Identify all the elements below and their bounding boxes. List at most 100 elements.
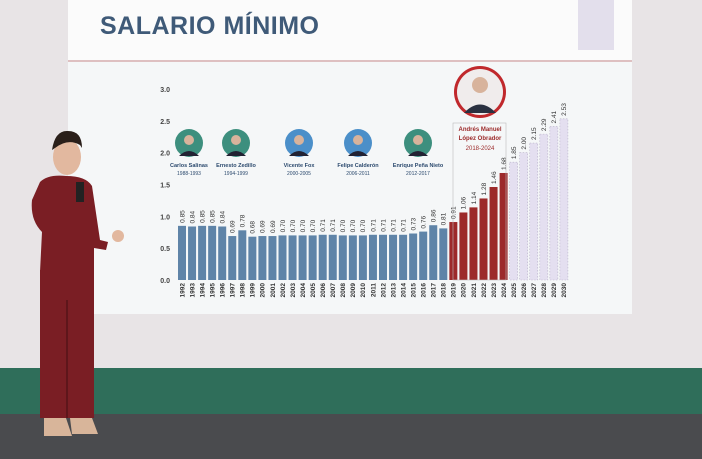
x-tick-label: 1993 xyxy=(189,283,196,298)
bar-2026 xyxy=(519,152,529,281)
president-4: Enrique Peña Nieto 2012-2017 xyxy=(393,129,444,177)
presenter xyxy=(31,130,124,436)
x-tick-label: 2024 xyxy=(501,283,508,298)
bar-2014 xyxy=(399,234,408,280)
bar-1992 xyxy=(178,225,186,280)
value-label: 2.15 xyxy=(531,127,538,140)
president-1: Ernesto Zedillo 1994-1999 xyxy=(216,129,257,177)
x-tick-label: 2022 xyxy=(481,283,488,298)
bar-2029 xyxy=(549,126,559,281)
value-label: 0.70 xyxy=(300,219,307,232)
x-tick-label: 2019 xyxy=(451,283,458,298)
bar-2028 xyxy=(539,133,549,281)
value-label: 1.06 xyxy=(461,196,468,209)
bar-2015 xyxy=(409,233,418,280)
x-tick-label: 1997 xyxy=(230,283,237,298)
value-label: 0.70 xyxy=(360,219,367,232)
x-tick-label: 2004 xyxy=(300,283,307,298)
y-tick-label: 2.5 xyxy=(160,119,170,126)
value-label: 1.28 xyxy=(481,182,488,195)
y-tick-label: 0.5 xyxy=(160,246,170,253)
bar-2023 xyxy=(489,186,498,280)
value-label: 0.70 xyxy=(310,219,317,232)
x-tick-label: 2027 xyxy=(531,283,538,298)
x-tick-label: 1998 xyxy=(240,283,247,298)
value-labels: 0.85 0.84 0.85 0.85 0.840.69 0.780.68 0.69 0.69… xyxy=(179,103,568,234)
president-amlo: Andrés Manuel López Obrador 2018-2024 xyxy=(452,66,507,281)
value-label: 1.14 xyxy=(471,191,478,204)
bar-1994 xyxy=(198,225,207,280)
x-tick-label: 1992 xyxy=(179,283,186,298)
x-tick-label: 2006 xyxy=(320,283,327,298)
x-tick-label: 2012 xyxy=(380,283,387,298)
value-label: 0.85 xyxy=(179,210,186,223)
bar-2022 xyxy=(479,198,488,280)
value-label: 0.84 xyxy=(189,210,196,223)
president-term: 1994-1999 xyxy=(224,171,248,177)
bar-2030 xyxy=(559,118,569,281)
bar-1996 xyxy=(218,226,227,280)
y-tick-label: 1.5 xyxy=(160,182,170,189)
president-term: 2000-2005 xyxy=(287,171,311,177)
bar-2027 xyxy=(529,142,539,281)
president-term: 2012-2017 xyxy=(406,171,430,177)
x-tick-label: 2014 xyxy=(400,283,407,298)
x-tick-label: 2008 xyxy=(340,283,347,298)
green-strip xyxy=(0,368,702,416)
value-label: 0.70 xyxy=(290,219,297,232)
y-tick-label: 1.0 xyxy=(160,214,170,221)
x-tick-label: 2023 xyxy=(491,283,498,298)
value-label: 0.68 xyxy=(250,221,257,234)
bar-2004 xyxy=(298,235,307,280)
president-name: Carlos Salinas xyxy=(170,163,208,169)
slide-title: SALARIO MÍNIMO xyxy=(100,12,320,40)
president-2: Vicente Fox 2000-2005 xyxy=(284,129,315,177)
x-tick-label: 2003 xyxy=(290,283,297,298)
x-tick-label: 2011 xyxy=(370,283,377,297)
value-label: 0.70 xyxy=(350,219,357,232)
president-term: 2018-2024 xyxy=(466,146,495,152)
x-tick-label: 2029 xyxy=(551,283,558,298)
value-label: 0.76 xyxy=(421,216,428,229)
president-name: Ernesto Zedillo xyxy=(216,163,256,169)
bar-2016 xyxy=(419,231,428,280)
president-name: Andrés Manuel xyxy=(458,127,501,133)
bar-2002 xyxy=(278,235,287,280)
bar-2006 xyxy=(318,234,327,280)
x-tick-label: 2013 xyxy=(390,283,397,298)
value-label: 0.69 xyxy=(270,220,277,233)
x-tick-label: 2009 xyxy=(350,283,357,298)
bar-2003 xyxy=(288,235,297,280)
value-label: 2.41 xyxy=(551,110,558,123)
bar-2009 xyxy=(348,235,357,280)
value-label: 0.70 xyxy=(280,219,287,232)
x-tick-label: 1999 xyxy=(250,283,257,298)
bar-2011 xyxy=(368,234,377,280)
slide-header xyxy=(68,0,632,60)
president-3: Felipe Calderón 2006-2011 xyxy=(337,129,379,177)
president-name: Enrique Peña Nieto xyxy=(393,163,444,169)
bar-2000 xyxy=(258,236,267,280)
bar-2001 xyxy=(268,236,277,280)
decorative-ornament xyxy=(578,0,614,50)
bar-2005 xyxy=(308,235,317,280)
value-label: 1.46 xyxy=(491,171,498,184)
value-label: 1.68 xyxy=(501,157,508,170)
value-label: 0.70 xyxy=(340,219,347,232)
y-axis: 0.0 0.5 1.0 1.5 2.0 2.5 3.0 xyxy=(160,87,170,285)
bar-2021 xyxy=(469,207,478,280)
president-name: Felipe Calderón xyxy=(337,163,379,169)
value-label: 0.69 xyxy=(230,220,237,233)
x-tick-label: 2010 xyxy=(360,283,367,298)
x-tick-label: 2005 xyxy=(310,283,317,298)
bars xyxy=(178,118,569,281)
presidents: Carlos Salinas 1988-1993 Ernesto Zedillo 19… xyxy=(170,66,507,281)
x-tick-label: 2026 xyxy=(521,283,528,298)
bar-2007 xyxy=(328,234,337,280)
bar-1995 xyxy=(208,225,217,280)
bar-2025 xyxy=(509,161,518,281)
microphone xyxy=(76,182,84,202)
value-label: 0.71 xyxy=(320,219,327,232)
value-label: 0.78 xyxy=(240,214,247,227)
president-term: 2006-2011 xyxy=(346,171,370,177)
